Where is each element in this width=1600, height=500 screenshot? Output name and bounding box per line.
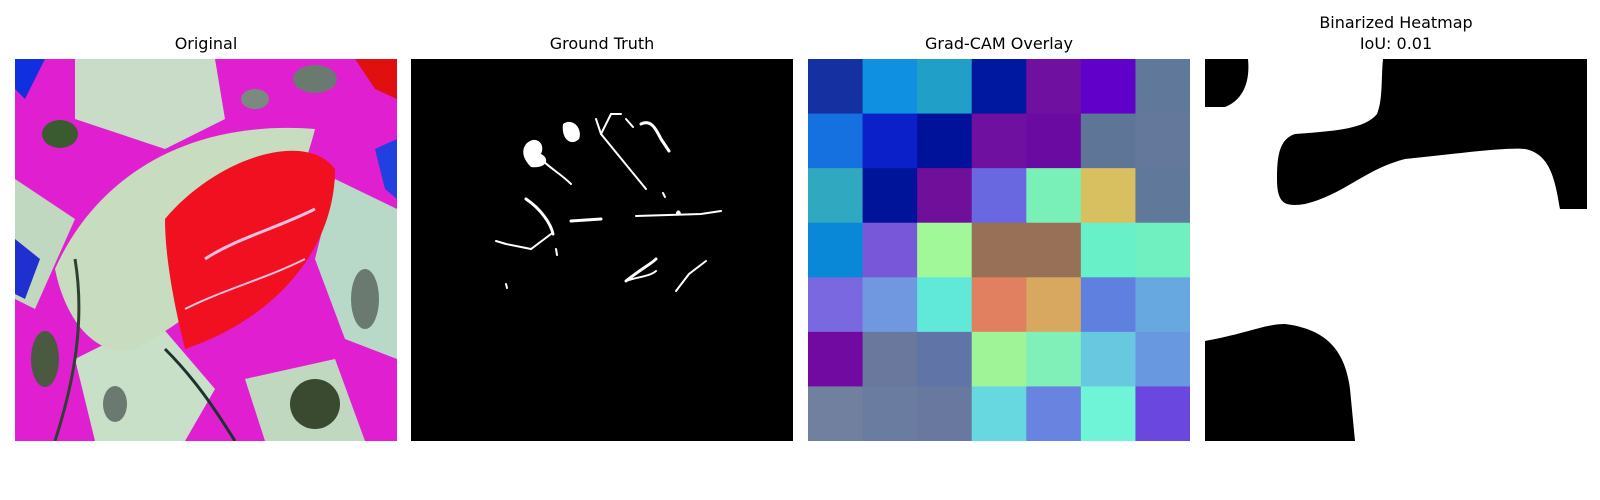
- gradcam-cell-r1-c4: [1026, 113, 1082, 169]
- gradcam-cell-r2-c6: [1135, 168, 1190, 224]
- gradcam-cell-r5-c6: [1135, 331, 1190, 387]
- gradcam-cell-r0-c3: [971, 59, 1027, 115]
- gradcam-cell-r0-c2: [917, 59, 973, 115]
- gradcam-overlay-panel: [808, 59, 1190, 441]
- panel-title-original: Original: [174, 34, 238, 53]
- gradcam-cell-r1-c1: [862, 113, 918, 169]
- gradcam-cell-r4-c3: [971, 277, 1027, 333]
- gradcam-cell-r5-c1: [862, 331, 918, 387]
- gradcam-cell-r2-c4: [1026, 168, 1082, 224]
- gradcam-cell-r1-c2: [917, 113, 973, 169]
- ground-truth-panel: [411, 59, 793, 441]
- gradcam-cell-r2-c5: [1080, 168, 1136, 224]
- gradcam-cell-r6-c3: [971, 386, 1027, 441]
- gradcam-cell-r1-c5: [1080, 113, 1136, 169]
- gradcam-cell-r6-c0: [808, 386, 864, 441]
- gradcam-cell-r1-c3: [971, 113, 1027, 169]
- gradcam-cell-r4-c5: [1080, 277, 1136, 333]
- gradcam-cell-r3-c4: [1026, 222, 1082, 278]
- gradcam-cell-r0-c1: [862, 59, 918, 115]
- gradcam-cell-r4-c2: [917, 277, 973, 333]
- gradcam-cell-r0-c6: [1135, 59, 1190, 115]
- gradcam-cell-r5-c2: [917, 331, 973, 387]
- gradcam-cell-r3-c5: [1080, 222, 1136, 278]
- gradcam-cell-r4-c0: [808, 277, 864, 333]
- gradcam-cell-r5-c4: [1026, 331, 1082, 387]
- gradcam-cell-r3-c2: [917, 222, 973, 278]
- gradcam-cell-r2-c2: [917, 168, 973, 224]
- gradcam-cell-r2-c3: [971, 168, 1027, 224]
- gradcam-heatmap-grid: [808, 59, 1190, 441]
- gradcam-cell-r2-c1: [862, 168, 918, 224]
- binarized-heatmap-mask: [1205, 59, 1587, 441]
- gradcam-cell-r0-c5: [1080, 59, 1136, 115]
- gradcam-cell-r4-c6: [1135, 277, 1190, 333]
- gradcam-cell-r5-c0: [808, 331, 864, 387]
- gradcam-cell-r3-c0: [808, 222, 864, 278]
- panel-subtitle-iou: IoU: 0.01: [1359, 34, 1433, 53]
- original-leaf-image: [15, 59, 397, 441]
- gradcam-cell-r0-c0: [808, 59, 864, 115]
- gradcam-cell-r6-c2: [917, 386, 973, 441]
- original-image-panel: [15, 59, 397, 441]
- gradcam-cell-r1-c6: [1135, 113, 1190, 169]
- gradcam-cell-r6-c5: [1080, 386, 1136, 441]
- gradcam-cell-r0-c4: [1026, 59, 1082, 115]
- gradcam-cell-r5-c3: [971, 331, 1027, 387]
- gradcam-cell-r4-c4: [1026, 277, 1082, 333]
- gradcam-cell-r6-c6: [1135, 386, 1190, 441]
- binarized-heatmap-panel: [1205, 59, 1587, 441]
- gradcam-cell-r3-c6: [1135, 222, 1190, 278]
- gradcam-cell-r3-c3: [971, 222, 1027, 278]
- gradcam-cell-r4-c1: [862, 277, 918, 333]
- gradcam-cell-r2-c0: [808, 168, 864, 224]
- panel-title-binarized-heatmap: Binarized Heatmap: [1319, 13, 1473, 32]
- gradcam-cell-r3-c1: [862, 222, 918, 278]
- gradcam-cell-r6-c1: [862, 386, 918, 441]
- gradcam-cell-r5-c5: [1080, 331, 1136, 387]
- panel-title-gradcam-overlay: Grad-CAM Overlay: [925, 34, 1073, 53]
- gradcam-cell-r1-c0: [808, 113, 864, 169]
- gradcam-cell-r6-c4: [1026, 386, 1082, 441]
- ground-truth-mask: [411, 59, 793, 441]
- panel-title-ground-truth: Ground Truth: [549, 34, 655, 53]
